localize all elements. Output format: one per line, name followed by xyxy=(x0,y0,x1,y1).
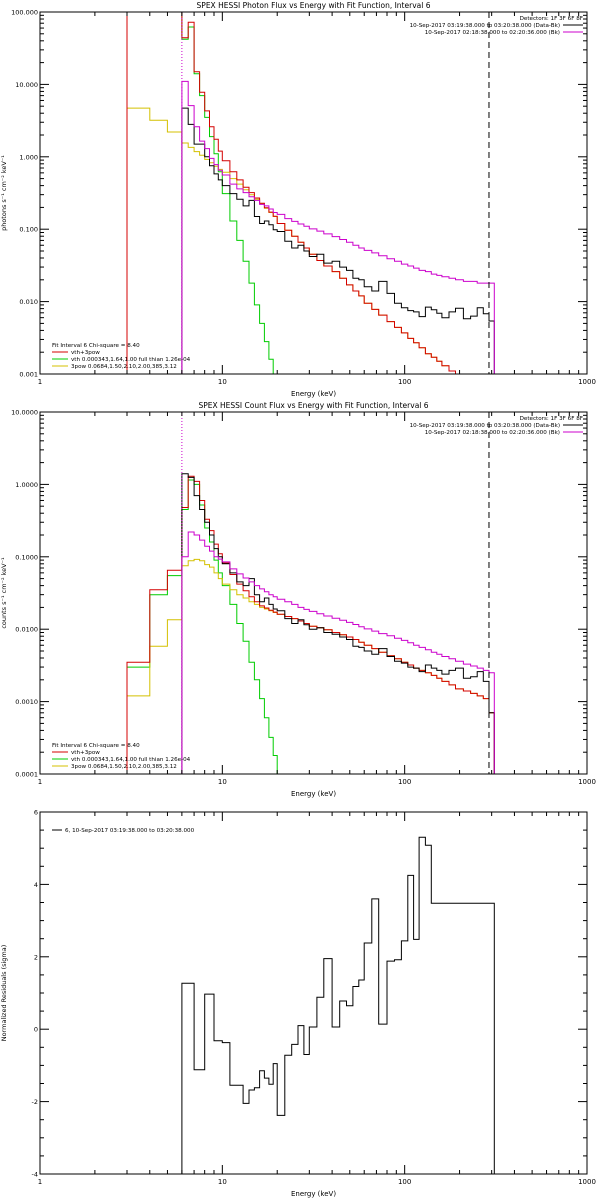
x-tick-label: 100 xyxy=(398,778,411,786)
series-group xyxy=(181,836,495,1174)
x-tick-label: 100 xyxy=(398,1178,411,1186)
y-tick-label: 0.0010 xyxy=(15,698,38,706)
legend-bottom-entry: Fit Interval 6 Chi-square = 8.40 xyxy=(52,343,140,349)
series-line-data xyxy=(181,836,495,1174)
legend-bottom-entry: vth 0.000343,1.64,1.00 full thian 1.26e-… xyxy=(71,757,191,763)
y-tick-label: 0.0100 xyxy=(15,626,38,634)
series-line-thermal xyxy=(126,479,283,774)
series-line-thermal xyxy=(126,12,283,374)
x-axis-label: Energy (keV) xyxy=(291,1190,336,1198)
legend-bottom-entry: 3pow 0.0684,1.50,2.10,2.00,385,3.12 xyxy=(71,364,177,370)
y-tick-label: 6 xyxy=(34,809,38,817)
x-axis-label: Energy (keV) xyxy=(291,790,336,798)
y-tick-label: -4 xyxy=(32,1171,38,1179)
y-tick-label: -2 xyxy=(32,1098,38,1106)
series-line-background xyxy=(181,531,495,774)
chart-title: SPEX HESSI Photon Flux vs Energy with Fi… xyxy=(197,1,431,10)
x-tick-label: 10 xyxy=(218,378,227,386)
y-tick-label: 1.0000 xyxy=(15,481,38,489)
plot-frame xyxy=(39,11,588,375)
legend-top-entry: 10-Sep-2017 02:18:38.000 to 02:20:36.000… xyxy=(425,30,560,36)
y-tick-label: 0.010 xyxy=(19,298,38,306)
chart-panel-2: SPEX HESSI Count Flux vs Energy with Fit… xyxy=(0,401,596,798)
series-line-data xyxy=(181,473,495,774)
legend-left-entry: 6, 10-Sep-2017 03:19:38.000 to 03:20:38.… xyxy=(65,828,195,834)
x-tick-label: 1 xyxy=(38,778,42,786)
y-tick-label: 10.000 xyxy=(15,81,38,89)
x-axis-label: Energy (keV) xyxy=(291,390,336,398)
legend-bottom-entry: vth 0.000343,1.64,1.00 full thian 1.26e-… xyxy=(71,357,191,363)
x-tick-label: 10 xyxy=(218,1178,227,1186)
y-axis-label: counts s⁻¹ cm⁻² keV⁻¹ xyxy=(0,557,8,629)
legend-bottom-entry: vth+3pow xyxy=(71,750,100,756)
y-tick-label: 1.000 xyxy=(19,153,38,161)
x-tick-label: 1000 xyxy=(578,778,596,786)
y-axis-label: photons s⁻¹ cm⁻² keV⁻¹ xyxy=(0,155,8,231)
legend-top-entry: Detectors: 1F 3F 6F 8F xyxy=(520,416,583,422)
y-tick-label: 100.000 xyxy=(11,9,38,17)
chart-title: SPEX HESSI Count Flux vs Energy with Fit… xyxy=(198,401,428,410)
legend-top-entry: 10-Sep-2017 03:19:38.000 to 03:20:38.000… xyxy=(410,23,560,29)
x-tick-label: 1 xyxy=(38,1178,42,1186)
series-line-background xyxy=(181,80,495,374)
y-tick-label: 0 xyxy=(34,1026,38,1034)
legend-bottom-entry: 3pow 0.0684,1.50,2.10,2.00,385,3.12 xyxy=(71,764,177,770)
chart-panel-1: SPEX HESSI Photon Flux vs Energy with Fi… xyxy=(0,1,596,398)
x-tick-label: 10 xyxy=(218,778,227,786)
x-tick-label: 1000 xyxy=(578,378,596,386)
series-line-data xyxy=(181,107,495,374)
y-axis-label: Normalized Residuals (sigma) xyxy=(0,945,8,1042)
legend-top-entry: Detectors: 1F 3F 6F 8F xyxy=(520,16,583,22)
legend-top-entry: 10-Sep-2017 02:18:38.000 to 02:20:36.000… xyxy=(425,430,560,436)
y-tick-label: 0.001 xyxy=(19,371,38,379)
chart-panel-3: 1 10 100 1000 Energy (keV) -4 -2 0 2 4 6 Normalized… xyxy=(0,809,596,1199)
x-tick-label: 1 xyxy=(38,378,42,386)
y-tick-label: 10.0000 xyxy=(11,409,38,417)
y-tick-label: 0.0001 xyxy=(15,771,38,779)
legend-bottom-entry: Fit Interval 6 Chi-square = 8.40 xyxy=(52,743,140,749)
x-tick-label: 1000 xyxy=(578,1178,596,1186)
y-tick-label: 4 xyxy=(34,881,38,889)
y-tick-label: 2 xyxy=(34,953,38,961)
plot-frame xyxy=(39,811,588,1175)
x-tick-label: 100 xyxy=(398,378,411,386)
y-tick-label: 0.1000 xyxy=(15,553,38,561)
legend-top-entry: 10-Sep-2017 03:19:38.000 to 03:20:38.000… xyxy=(410,423,560,429)
legend-bottom-entry: vth+3pow xyxy=(71,350,100,356)
series-line-total xyxy=(126,475,495,774)
series-group xyxy=(126,12,495,374)
series-group xyxy=(126,473,495,774)
y-tick-label: 0.100 xyxy=(19,226,38,234)
plot-frame xyxy=(39,411,588,775)
